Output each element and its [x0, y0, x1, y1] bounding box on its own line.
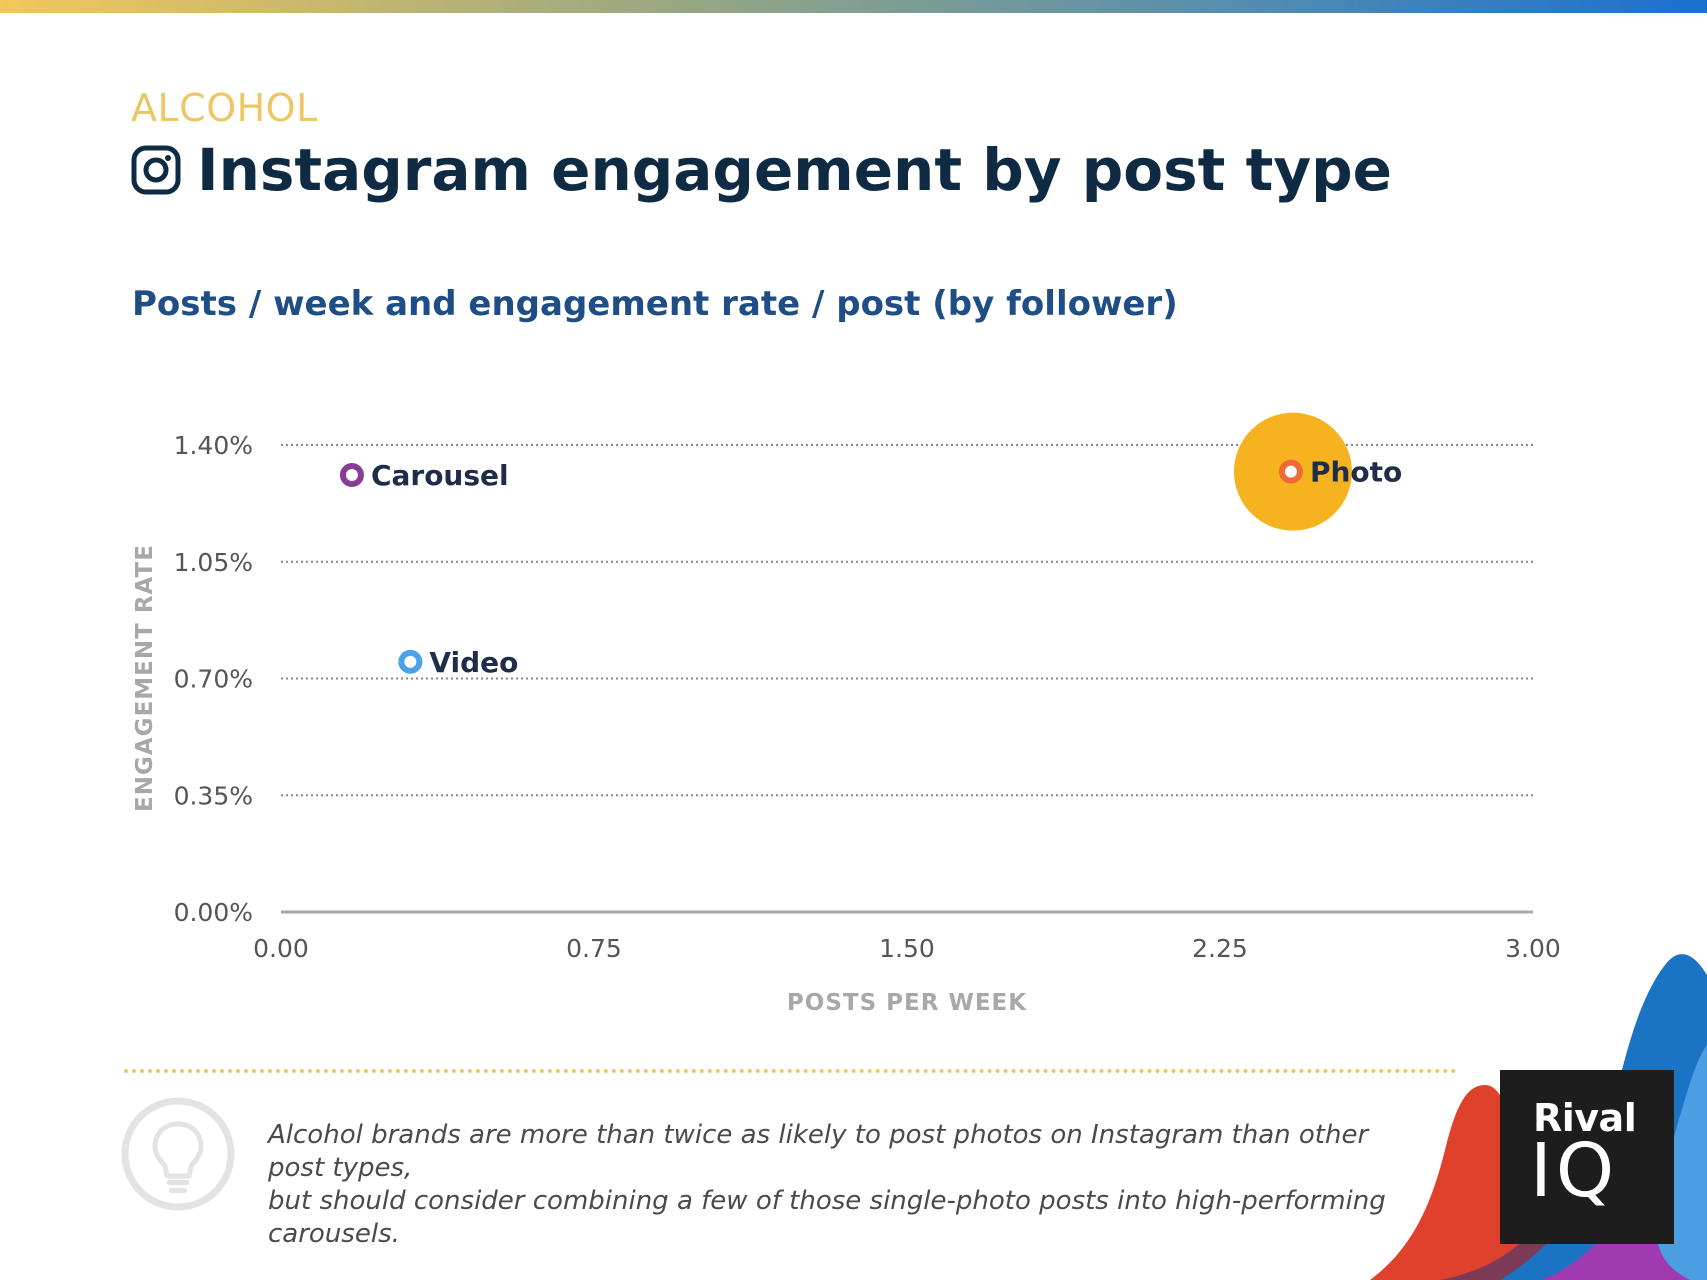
y-tick-label: 1.05%: [174, 548, 253, 577]
x-tick-label: 1.50: [879, 934, 935, 963]
category-label: ALCOHOL: [131, 86, 318, 130]
y-axis-title: ENGAGEMENT RATE: [132, 544, 158, 812]
insight-line-2: but should consider combining a few of t…: [268, 1186, 1386, 1249]
insight-text: Alcohol brands are more than twice as li…: [268, 1119, 1418, 1251]
y-tick-label: 0.00%: [174, 898, 253, 927]
page-title: Instagram engagement by post type: [197, 136, 1392, 204]
y-tick-label: 1.40%: [174, 431, 253, 460]
x-tick-label: 3.00: [1505, 934, 1561, 963]
data-label-photo: Photo: [1310, 456, 1402, 489]
y-tick-label: 0.35%: [174, 781, 253, 810]
logo-iq-text: IQ: [1530, 1128, 1619, 1214]
rival-iq-logo: Rival IQ: [1500, 1070, 1674, 1244]
lightbulb-icon: [121, 1097, 235, 1211]
data-point-video: [398, 649, 423, 674]
x-tick-label: 2.25: [1192, 934, 1248, 963]
title-row: Instagram engagement by post type: [131, 136, 1392, 204]
data-point-carousel: [339, 463, 364, 488]
x-axis-title: POSTS PER WEEK: [787, 990, 1027, 1016]
data-point-photo: [1278, 459, 1303, 484]
section-divider: [124, 1069, 1457, 1073]
logo-rival-text: Rival: [1533, 1096, 1637, 1140]
x-tick-label: 0.00: [253, 934, 309, 963]
insight-line-1: Alcohol brands are more than twice as li…: [268, 1120, 1369, 1183]
chart-subtitle: Posts / week and engagement rate / post …: [132, 284, 1178, 324]
top-gradient-bar: [0, 0, 1707, 13]
data-label-video: Video: [429, 646, 518, 679]
scatter-chart: 0.00% 0.35% 0.70% 1.05% 1.40% 0.00 0.75 1.50 2.2…: [132, 412, 1561, 1016]
instagram-icon: [131, 145, 181, 195]
data-label-carousel: Carousel: [371, 459, 509, 492]
y-tick-label: 0.70%: [174, 665, 253, 694]
x-tick-label: 0.75: [566, 934, 622, 963]
